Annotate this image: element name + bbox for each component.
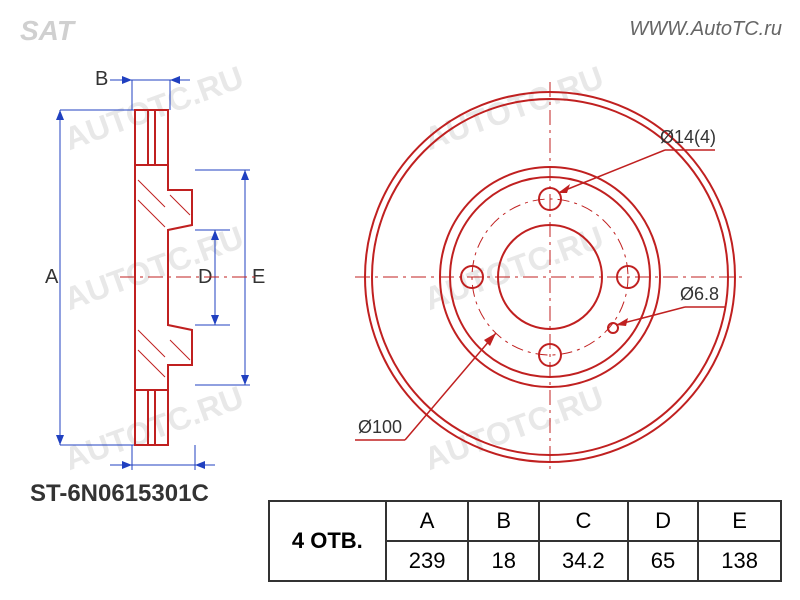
holes-count: 4 ОТВ. bbox=[269, 501, 386, 581]
table-value: 65 bbox=[628, 541, 698, 581]
table-header: C bbox=[539, 501, 628, 541]
dimension-table: 4 ОТВ. A B C D E 239 18 34.2 65 138 bbox=[268, 500, 782, 582]
table-value: 18 bbox=[468, 541, 538, 581]
table-header: E bbox=[698, 501, 781, 541]
dim-a: A bbox=[45, 266, 59, 288]
table-header: D bbox=[628, 501, 698, 541]
annot-pcd: Ø100 bbox=[358, 417, 402, 437]
table-value: 239 bbox=[386, 541, 469, 581]
table-value: 138 bbox=[698, 541, 781, 581]
technical-diagram: A B C D E bbox=[10, 50, 790, 480]
table-header: B bbox=[468, 501, 538, 541]
dim-c: C bbox=[158, 468, 172, 470]
table-value: 34.2 bbox=[539, 541, 628, 581]
part-number: ST-6N0615301C bbox=[30, 480, 209, 508]
brand-logo: SAT bbox=[20, 15, 74, 47]
table-header: A bbox=[386, 501, 469, 541]
annot-pin-dia: Ø6.8 bbox=[680, 284, 719, 304]
dim-b: B bbox=[95, 68, 108, 90]
annot-bolt-dia: Ø14(4) bbox=[660, 127, 716, 147]
url-link: WWW.AutoTC.ru bbox=[629, 18, 782, 41]
